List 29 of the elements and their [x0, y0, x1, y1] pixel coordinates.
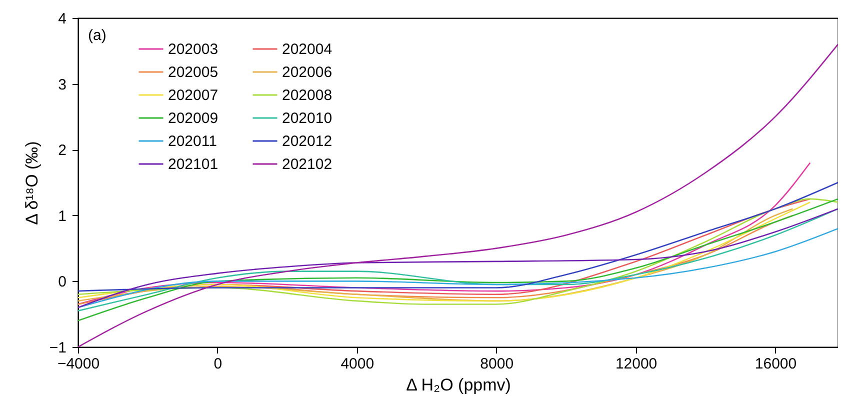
x-axis-title: Δ H₂O (ppmv) [406, 376, 511, 394]
legend-label: 202003 [168, 41, 218, 58]
line-series [78, 228, 838, 308]
x-tick-label: 16000 [754, 356, 797, 372]
x-tick-label: 4000 [340, 356, 374, 372]
legend-label: 202101 [168, 156, 218, 173]
y-axis-title: Δ δ¹⁸O (‰) [22, 141, 42, 225]
y-tick-label: 4 [58, 10, 66, 28]
legend-label: 202004 [282, 41, 332, 58]
y-tick-label: 1 [58, 208, 66, 225]
y-tick-label: 0 [58, 274, 66, 291]
x-tick-label: 0 [214, 356, 222, 372]
x-tick-label: 8000 [480, 356, 514, 372]
legend-label: 202010 [282, 110, 332, 127]
legend-label: 202102 [282, 156, 332, 173]
annotation: (a) [88, 27, 106, 44]
y-tick-label: 2 [58, 142, 66, 160]
legend-label: 202012 [282, 133, 332, 150]
legend-label: 202009 [168, 110, 218, 127]
legend-label: 202005 [168, 64, 218, 81]
line-series [78, 182, 838, 292]
y-tick-label: 3 [58, 76, 66, 94]
legend-label: 202006 [282, 64, 332, 81]
y-tick-label: −1 [49, 340, 66, 356]
x-tick-label: −4000 [57, 356, 100, 372]
legend-label: 202011 [168, 133, 217, 150]
legend-label: 202007 [168, 87, 218, 104]
legend-label: 202008 [282, 87, 332, 104]
x-tick-label: 12000 [615, 356, 658, 372]
